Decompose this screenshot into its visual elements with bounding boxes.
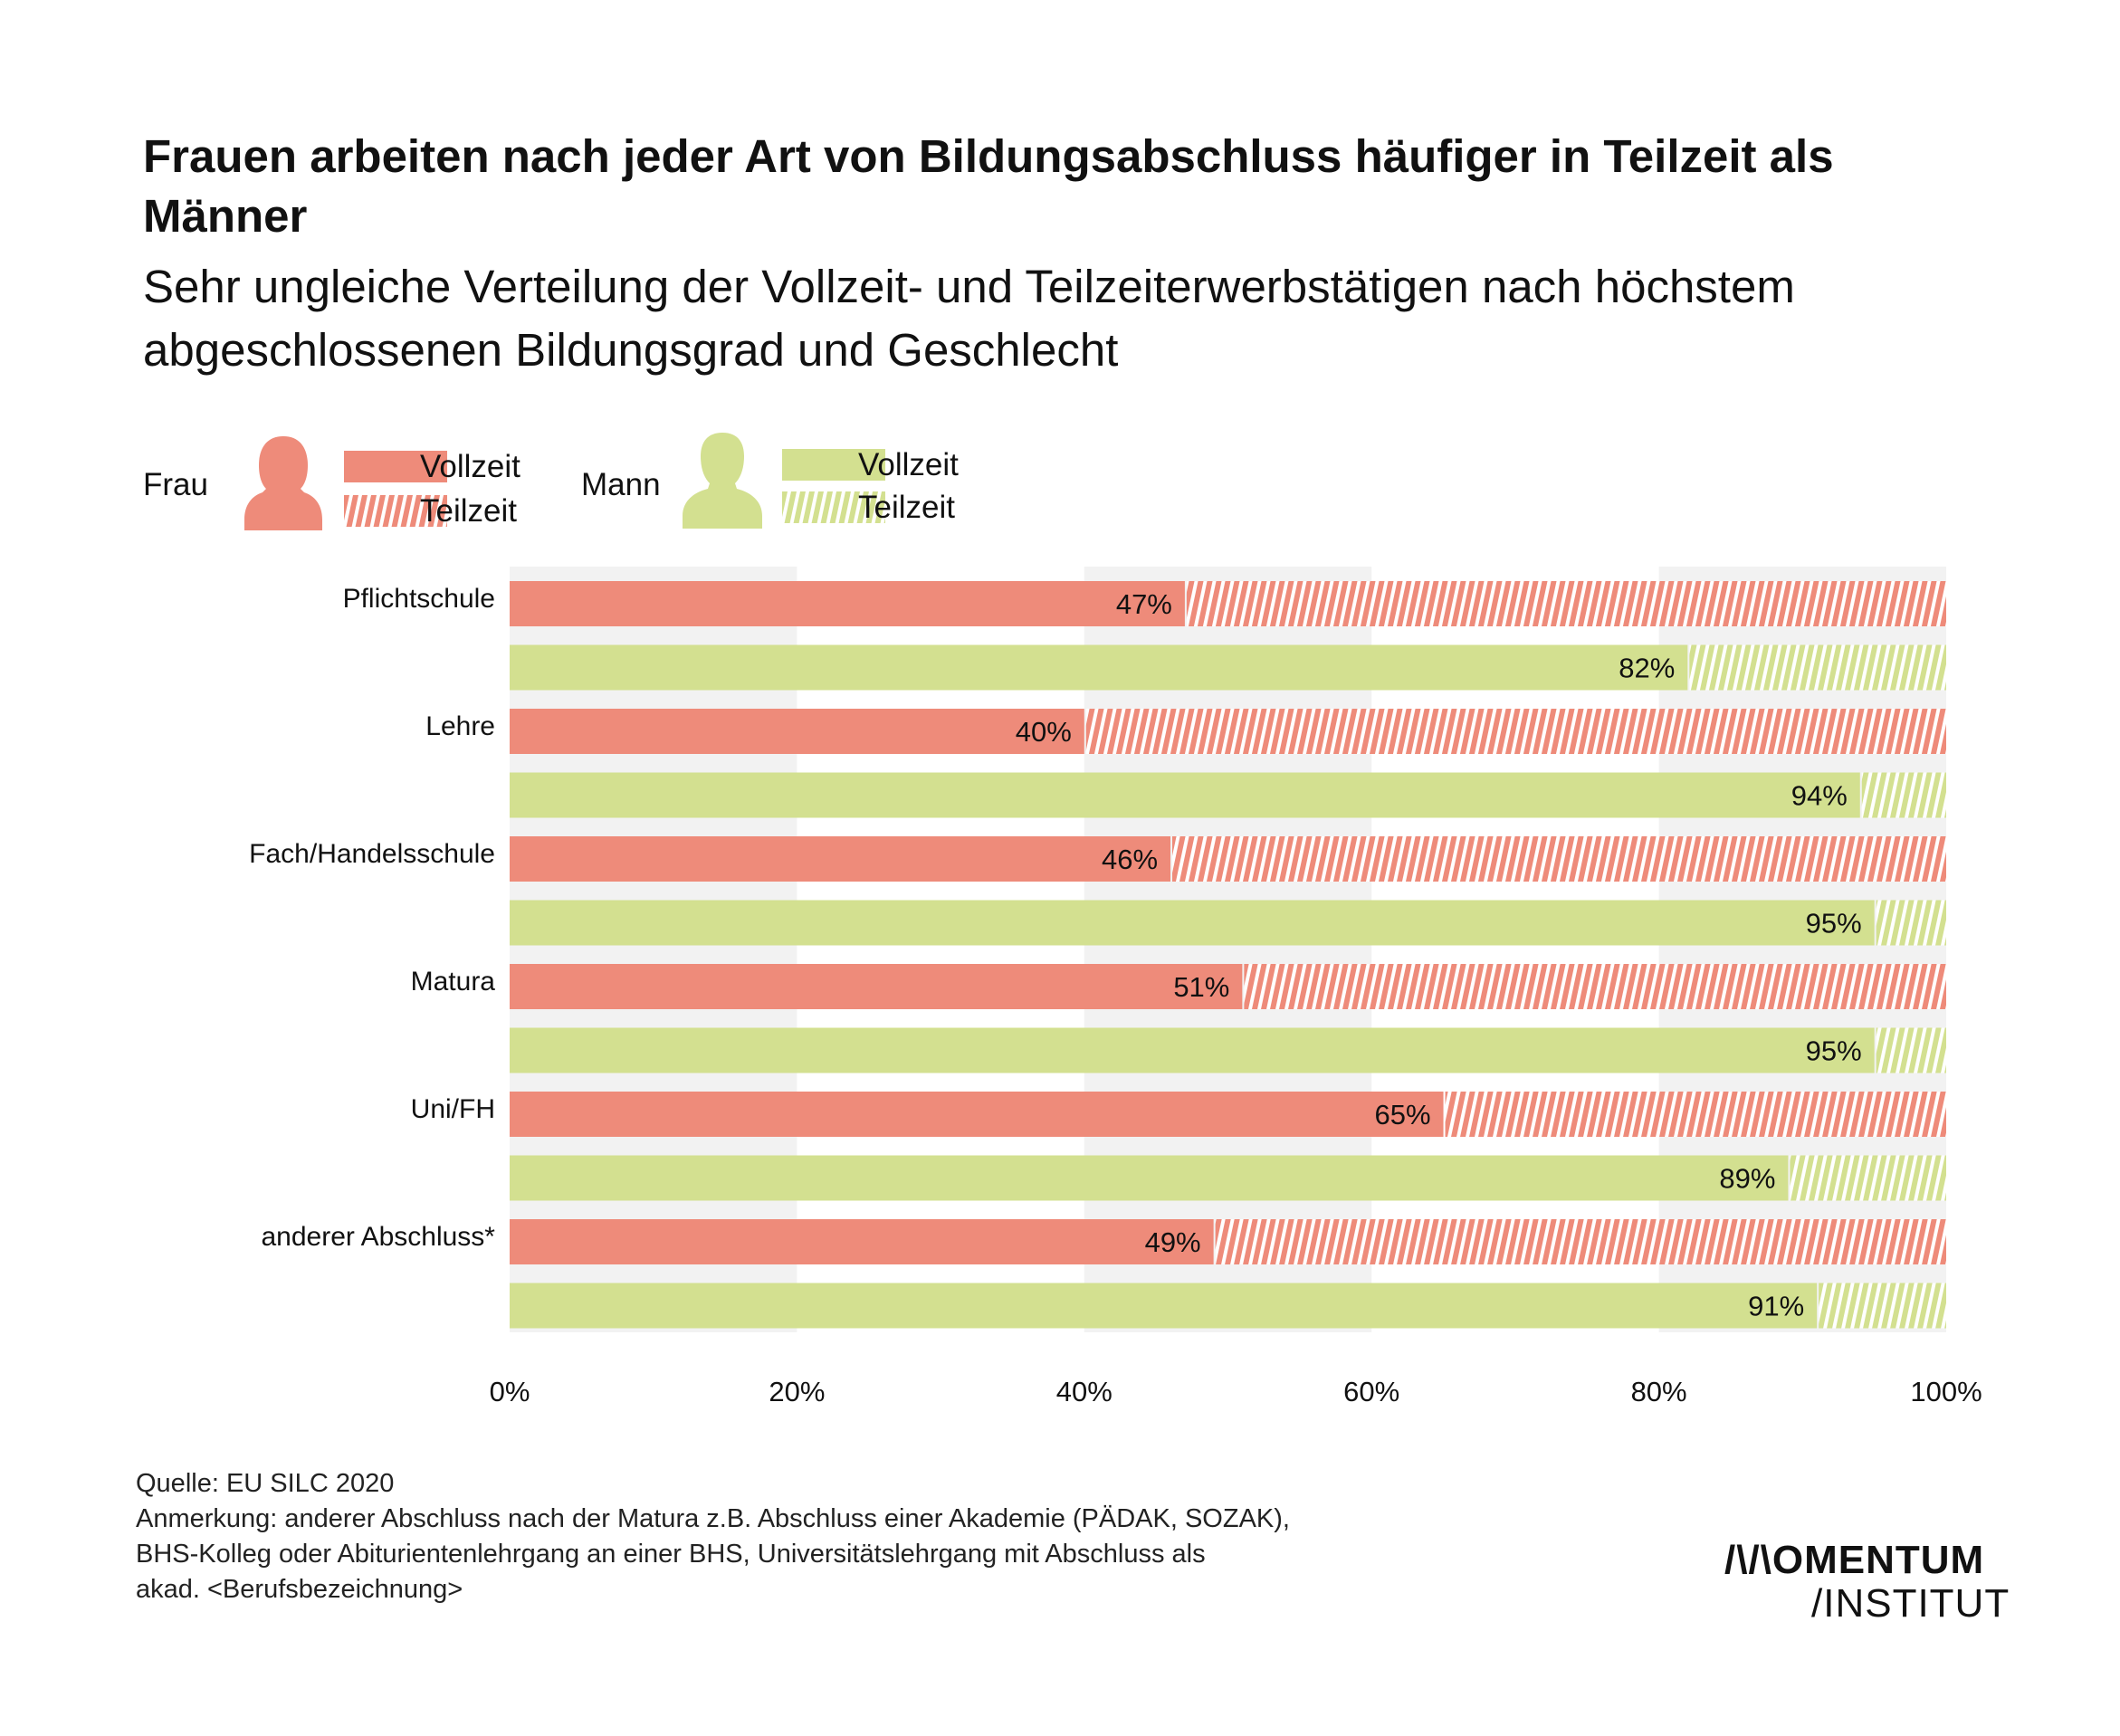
annotation-line-2: BHS-Kolleg oder Abiturientenlehrgang an … [136, 1540, 1206, 1569]
bar-frau-teilzeit [1244, 964, 1946, 1009]
bar-mann-vollzeit [510, 1155, 1789, 1201]
x-tick-label: 0% [489, 1376, 530, 1407]
legend-mann-teilzeit-label: Teilzeit [858, 490, 955, 525]
bar-frau-vollzeit [510, 709, 1084, 754]
value-label-frau: 46% [1102, 844, 1158, 875]
value-label-mann: 89% [1719, 1163, 1775, 1195]
x-tick-label: 20% [769, 1376, 826, 1407]
value-label-frau: 40% [1016, 716, 1072, 748]
bar-frau-teilzeit [1172, 836, 1946, 882]
bar-frau-teilzeit [1085, 709, 1946, 754]
value-label-frau: 49% [1145, 1226, 1201, 1258]
chart-subtitle: Sehr ungleiche Verteilung der Vollzeit- … [143, 261, 1795, 376]
chart-title: Frauen arbeiten nach jeder Art von Bildu… [143, 130, 1834, 242]
bar-frau-teilzeit [1215, 1219, 1946, 1264]
grid-band [1658, 567, 1946, 1332]
legend-frau-teilzeit-swatch [344, 495, 447, 527]
x-tick-label: 60% [1343, 1376, 1400, 1407]
bar-frau-vollzeit [510, 964, 1243, 1009]
bar-mann-teilzeit [1861, 772, 1946, 818]
grid-band [1084, 567, 1372, 1332]
logo-line-2: /INSTITUT [1811, 1581, 2010, 1626]
category-label: Matura [410, 967, 495, 997]
man-icon [683, 433, 762, 529]
annotation-line-3: akad. <Berufsbezeichnung> [136, 1575, 463, 1604]
source-note: Quelle: EU SILC 2020 [136, 1469, 395, 1498]
bar-mann-vollzeit [510, 900, 1875, 946]
x-tick-label: 100% [1910, 1376, 1982, 1407]
x-tick-label: 40% [1055, 1376, 1113, 1407]
legend-frau-vollzeit-swatch [344, 451, 447, 482]
legend-frau-label: Frau [143, 467, 208, 502]
legend-mann-vollzeit-swatch [782, 449, 885, 481]
category-label: Lehre [425, 711, 495, 741]
legend-frau-vollzeit-label: Vollzeit [420, 449, 520, 484]
category-label: Uni/FH [410, 1094, 495, 1124]
grid-band [510, 567, 797, 1332]
category-label: Fach/Handelsschule [249, 839, 495, 869]
value-label-frau: 47% [1116, 588, 1172, 620]
bar-mann-vollzeit [510, 772, 1860, 818]
bar-frau-vollzeit [510, 581, 1185, 626]
bar-frau-vollzeit [510, 836, 1171, 882]
bar-mann-vollzeit [510, 644, 1688, 691]
bar-mann-teilzeit [1819, 1283, 1946, 1329]
legend-mann-vollzeit-label: Vollzeit [858, 447, 959, 482]
value-label-frau: 51% [1173, 971, 1229, 1003]
value-label-mann: 95% [1806, 1035, 1862, 1067]
bar-mann-teilzeit [1876, 1027, 1946, 1073]
momentum-institut-logo: /\/\OMENTUM /INSTITUT [1724, 1539, 2010, 1626]
value-label-mann: 95% [1806, 908, 1862, 940]
logo-line-1: /\/\OMENTUM [1724, 1538, 1985, 1582]
annotation-line-1: Anmerkung: anderer Abschluss nach der Ma… [136, 1504, 1290, 1533]
x-tick-label: 80% [1630, 1376, 1687, 1407]
bar-mann-teilzeit [1790, 1155, 1946, 1201]
value-label-frau: 65% [1375, 1099, 1431, 1130]
bar-mann-vollzeit [510, 1283, 1818, 1329]
bar-mann-teilzeit [1876, 900, 1946, 946]
value-label-mann: 94% [1791, 780, 1848, 812]
bar-frau-teilzeit [1186, 581, 1946, 626]
category-label: Pflichtschule [342, 584, 495, 614]
footer-notes: Quelle: EU SILC 2020 Anmerkung: anderer … [136, 1466, 1494, 1607]
bar-frau-vollzeit [510, 1219, 1214, 1264]
legend-frau-teilzeit-label: Teilzeit [420, 493, 517, 529]
value-label-mann: 91% [1748, 1291, 1804, 1322]
woman-icon [244, 436, 322, 530]
bar-mann-vollzeit [510, 1027, 1875, 1073]
category-label: anderer Abschluss* [261, 1222, 496, 1252]
value-label-mann: 82% [1619, 653, 1675, 684]
bar-frau-vollzeit [510, 1092, 1444, 1137]
legend-mann-teilzeit-swatch [782, 491, 885, 523]
bar-mann-teilzeit [1689, 644, 1946, 691]
legend-mann-label: Mann [581, 467, 661, 502]
bar-frau-teilzeit [1445, 1092, 1946, 1137]
